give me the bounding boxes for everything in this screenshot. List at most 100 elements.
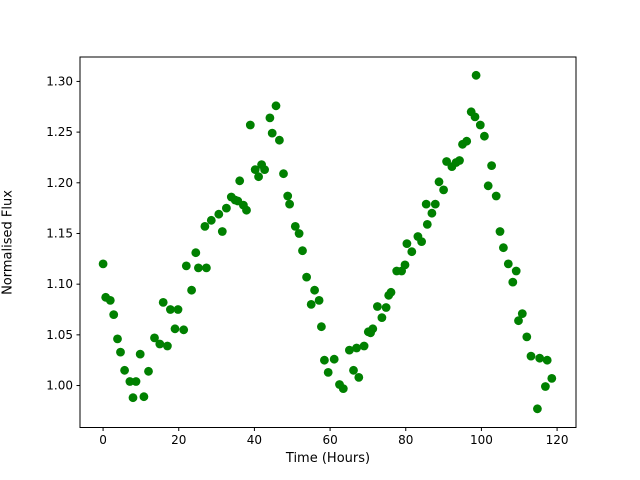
data-point	[345, 345, 354, 355]
x-tick-label: 120	[546, 433, 569, 447]
data-point	[271, 101, 281, 111]
data-point	[163, 341, 172, 351]
data-point	[265, 113, 275, 123]
data-point	[427, 208, 437, 218]
data-point	[422, 220, 432, 229]
y-tick-label: 1.05	[46, 328, 73, 342]
y-tick-label: 1.30	[46, 74, 73, 88]
data-point	[116, 347, 125, 357]
x-tick-label: 0	[99, 433, 107, 447]
data-point	[533, 404, 542, 414]
data-point	[125, 377, 135, 386]
data-point	[113, 334, 122, 344]
data-point	[306, 300, 316, 309]
data-point	[373, 302, 382, 311]
y-tick-label: 1.15	[46, 226, 73, 240]
data-point	[542, 355, 552, 365]
data-point	[109, 310, 119, 319]
data-point	[526, 351, 536, 361]
data-point	[302, 272, 311, 282]
data-point	[471, 70, 481, 80]
data-point	[166, 305, 175, 314]
data-point	[511, 266, 521, 276]
data-point	[191, 248, 201, 258]
data-point	[487, 161, 496, 171]
data-point	[158, 298, 168, 307]
data-point	[150, 333, 159, 343]
data-point	[499, 243, 508, 253]
y-tick-label: 1.10	[46, 277, 73, 291]
data-point	[338, 384, 348, 393]
data-point	[541, 382, 550, 391]
x-tick-label: 60	[322, 433, 337, 447]
data-point	[105, 296, 115, 305]
data-point	[349, 365, 358, 375]
data-point	[317, 322, 326, 332]
data-point	[279, 169, 288, 179]
data-point	[173, 305, 183, 314]
data-point	[206, 215, 216, 225]
data-point	[131, 377, 141, 386]
data-point	[377, 313, 387, 322]
data-point	[547, 374, 557, 383]
data-point	[455, 156, 464, 165]
data-point	[514, 316, 523, 326]
data-point	[386, 287, 396, 297]
data-point	[202, 263, 211, 273]
data-point	[200, 222, 210, 231]
data-point	[139, 392, 149, 402]
data-point	[294, 229, 304, 238]
data-point	[368, 324, 378, 334]
x-tick-label: 100	[470, 433, 493, 447]
data-point	[235, 176, 245, 186]
x-tick-label: 20	[171, 433, 186, 447]
data-point	[535, 353, 545, 363]
data-point	[503, 259, 513, 269]
data-point	[320, 355, 329, 365]
data-point	[495, 227, 505, 236]
data-point	[260, 165, 269, 175]
data-point	[352, 343, 361, 353]
data-point	[120, 365, 129, 375]
y-tick-label: 1.20	[46, 176, 73, 190]
data-point	[314, 296, 324, 305]
data-point	[329, 354, 339, 364]
x-tick-label: 80	[398, 433, 413, 447]
data-point	[254, 172, 263, 182]
data-point	[128, 393, 138, 403]
data-point	[402, 239, 412, 249]
data-point	[470, 112, 480, 122]
data-point	[323, 368, 333, 377]
data-point	[179, 325, 189, 335]
data-point	[508, 277, 518, 287]
data-point	[480, 131, 489, 141]
data-point	[290, 222, 300, 231]
data-point	[250, 165, 260, 175]
y-tick-label: 1.25	[46, 125, 73, 139]
data-point	[285, 199, 294, 209]
data-point	[421, 199, 431, 209]
data-point	[407, 247, 417, 257]
data-point	[400, 260, 410, 270]
data-point	[310, 285, 319, 295]
data-point	[439, 185, 448, 195]
data-point	[298, 246, 307, 256]
data-point	[491, 191, 501, 201]
data-point	[283, 191, 293, 201]
data-point	[181, 261, 191, 271]
data-point	[475, 120, 485, 130]
data-point	[187, 285, 197, 295]
data-point	[354, 373, 364, 382]
data-point	[417, 237, 426, 247]
x-axis-label: Time (Hours)	[285, 451, 371, 466]
y-tick-label: 1.00	[46, 379, 73, 393]
data-point	[242, 205, 251, 215]
data-point	[359, 341, 369, 351]
data-point	[222, 203, 231, 213]
y-axis-label: Normalised Flux	[0, 190, 16, 295]
data-point	[483, 181, 493, 191]
data-point	[194, 263, 203, 273]
data-point	[275, 135, 284, 145]
